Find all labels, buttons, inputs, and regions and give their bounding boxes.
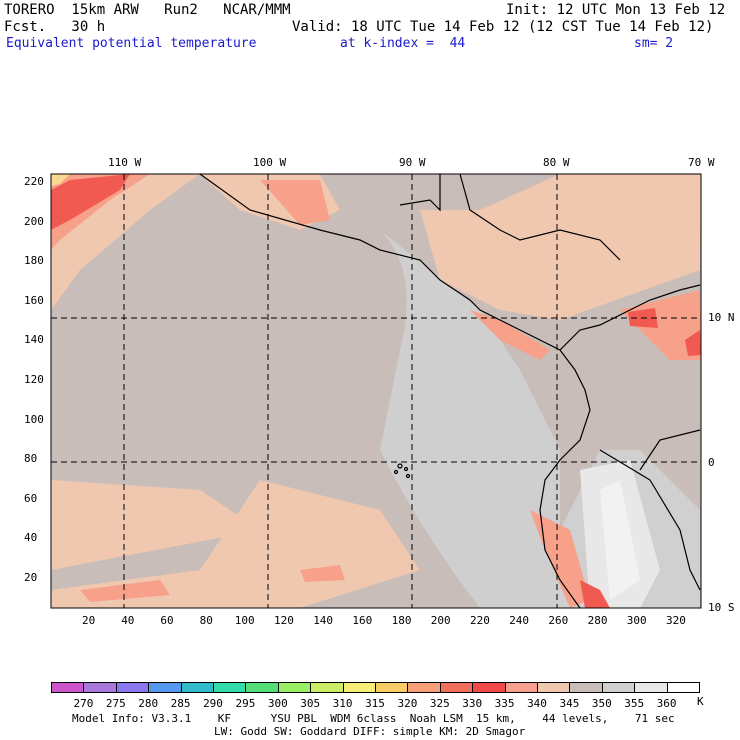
y-tick-label: 20 xyxy=(24,571,38,584)
legend-swatch xyxy=(375,682,409,693)
model-info: Model Info: V3.3.1 KF YSU PBL WDM 6class… xyxy=(72,712,675,725)
lon-label-110w: 110 W xyxy=(108,156,142,169)
legend-swatch xyxy=(277,682,312,693)
legend-swatch xyxy=(472,682,506,693)
x-tick-label: 300 xyxy=(626,614,647,627)
legend-label: 350 xyxy=(591,697,612,710)
lon-label-90w: 90 W xyxy=(399,156,426,169)
x-tick-label: 140 xyxy=(313,614,334,627)
y-tick-label: 180 xyxy=(24,254,44,268)
y-tick-label: 200 xyxy=(24,214,44,228)
legend-label: 305 xyxy=(300,697,321,710)
legend-swatch xyxy=(180,682,214,693)
x-tick-label: 320 xyxy=(666,614,686,627)
y-tick-label: 160 xyxy=(24,293,44,307)
y-tick-label: 120 xyxy=(24,373,44,386)
legend-label: 290 xyxy=(203,697,223,710)
legend-label: 285 xyxy=(170,697,191,710)
theta-e-field xyxy=(51,174,701,608)
y-tick-label: 220 xyxy=(24,175,44,188)
x-tick-label: 240 xyxy=(509,614,530,627)
legend-label: 295 xyxy=(235,697,256,710)
legend-label: 355 xyxy=(624,697,645,710)
legend-label: 330 xyxy=(462,697,483,710)
x-tick-label: 260 xyxy=(548,614,569,627)
legend-swatch xyxy=(148,682,182,693)
x-tick-label: 160 xyxy=(352,614,373,627)
legend-label: 320 xyxy=(397,697,418,710)
legend-swatch xyxy=(666,682,700,693)
header-forecast-hour: Fcst. 30 h xyxy=(4,19,106,35)
lon-label-70w: 70 W xyxy=(688,156,715,169)
coastlines xyxy=(199,173,701,609)
y-tick-label: 100 xyxy=(24,412,44,426)
legend-swatch xyxy=(83,682,117,693)
x-tick-label: 200 xyxy=(430,614,451,627)
header-init-time: Init: 12 UTC Mon 13 Feb 12 xyxy=(506,2,726,18)
legend-label: 275 xyxy=(105,697,126,710)
plot-frame xyxy=(50,173,702,609)
header-line1-left: TORERO 15km ARW Run2 NCAR/MMM xyxy=(4,2,291,18)
x-tick-label: 80 xyxy=(199,614,213,627)
x-tick-label: 60 xyxy=(160,614,174,627)
x-tick-label: 120 xyxy=(274,614,294,627)
field-level: at k-index = 44 xyxy=(340,36,466,51)
legend-swatch xyxy=(504,682,538,693)
legend-label: 360 xyxy=(656,697,677,710)
map-panel xyxy=(50,173,702,609)
legend-label: 270 xyxy=(73,697,94,710)
x-tick-label: 280 xyxy=(587,614,608,627)
header-valid-time: Valid: 18 UTC Tue 14 Feb 12 (12 CST Tue … xyxy=(292,19,714,35)
legend-label: 310 xyxy=(332,697,353,710)
legend-label: 315 xyxy=(365,697,385,710)
legend-label: 345 xyxy=(559,697,580,710)
legend-unit: K xyxy=(697,695,704,708)
x-tick-label: 20 xyxy=(82,614,96,627)
legend-swatch xyxy=(342,682,376,693)
legend-swatch xyxy=(601,682,636,693)
field-smoothing: sm= 2 xyxy=(634,36,674,51)
legend-swatch xyxy=(537,682,571,693)
legend-swatch xyxy=(51,682,85,693)
lat-label-0: 0 xyxy=(708,456,715,469)
legend-swatch xyxy=(115,682,150,693)
legend-swatch xyxy=(439,682,474,693)
legend-swatch xyxy=(310,682,344,693)
legend-swatch xyxy=(407,682,441,693)
y-tick-label: 140 xyxy=(24,333,44,347)
field-name: Equivalent potential temperature xyxy=(6,36,257,51)
lon-label-80w: 80 W xyxy=(543,156,570,169)
legend-swatch xyxy=(569,682,603,693)
lat-label-10s: 10 S xyxy=(708,601,735,614)
lat-label-10n: 10 N xyxy=(708,311,735,324)
x-tick-label: 100 xyxy=(234,614,255,627)
y-tick-label: 60 xyxy=(24,491,38,505)
legend-label: 325 xyxy=(429,697,450,710)
legend-swatch xyxy=(634,682,668,693)
y-tick-label: 40 xyxy=(24,531,38,545)
y-tick-label: 80 xyxy=(24,452,38,466)
physics-info: LW: Godd SW: Goddard DIFF: simple KM: 2D… xyxy=(214,725,526,738)
lat-lon-grid xyxy=(51,174,701,608)
lon-label-100w: 100 W xyxy=(253,156,287,169)
legend-label: 335 xyxy=(494,697,515,710)
x-tick-label: 220 xyxy=(470,614,490,627)
legend-swatch xyxy=(245,682,279,693)
legend-label: 340 xyxy=(527,697,547,710)
legend-label: 280 xyxy=(138,697,159,710)
x-tick-label: 40 xyxy=(121,614,135,627)
legend-label: 300 xyxy=(267,697,288,710)
x-tick-label: 180 xyxy=(391,614,412,627)
legend-swatch xyxy=(213,682,247,693)
